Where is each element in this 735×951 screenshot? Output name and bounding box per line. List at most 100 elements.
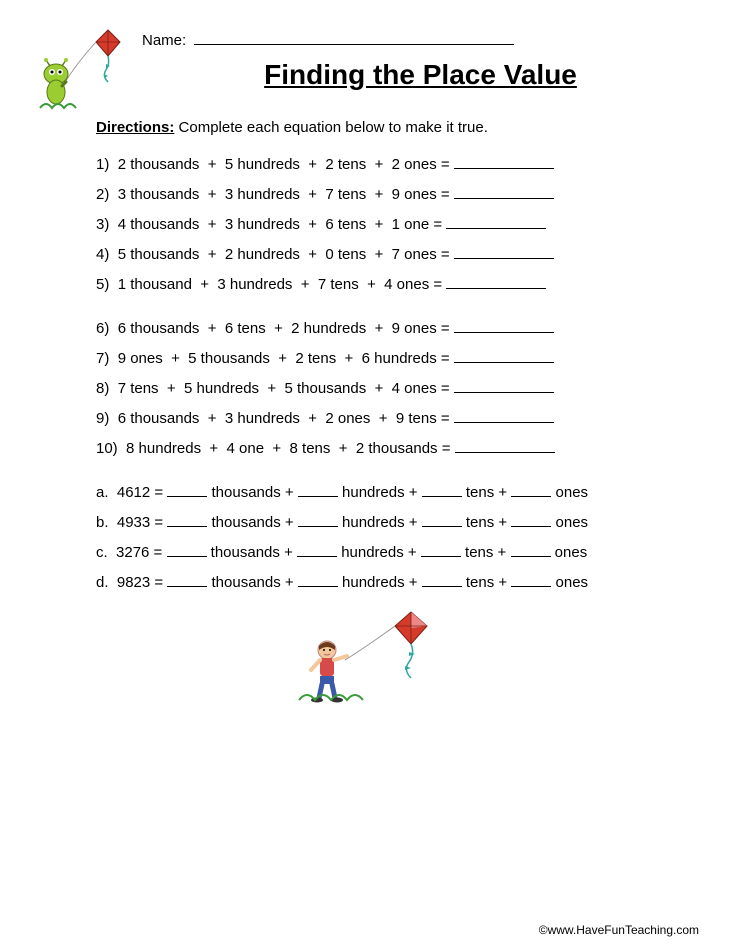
unit-label: thousands — [212, 484, 281, 501]
term: 9 ones — [392, 186, 437, 203]
name-input-line[interactable] — [194, 44, 514, 45]
digit-blank[interactable] — [511, 556, 551, 557]
section-3: a. 4612 = thousands + hundreds + tens + … — [96, 484, 699, 591]
answer-blank[interactable] — [454, 422, 554, 423]
answer-blank[interactable] — [446, 288, 546, 289]
term: 9 ones — [392, 320, 437, 337]
answer-blank[interactable] — [454, 258, 554, 259]
term: 2 thousands — [356, 440, 438, 457]
term: 7 tens — [325, 186, 366, 203]
term: 4 ones — [392, 380, 437, 397]
unit-label: thousands — [211, 544, 280, 561]
unit-label: tens — [466, 574, 494, 591]
term: 6 hundreds — [362, 350, 437, 367]
problem-row: 9) 6 thousands + 3 hundreds + 2 ones + 9… — [96, 410, 699, 427]
digit-blank[interactable] — [298, 586, 338, 587]
digit-blank[interactable] — [298, 496, 338, 497]
unit-label: hundreds — [342, 484, 405, 501]
problem-number: 10) — [96, 440, 118, 457]
unit-label: hundreds — [342, 574, 405, 591]
term: 8 tens — [290, 440, 331, 457]
problem-number: 9) — [96, 410, 109, 427]
term: 2 ones — [325, 410, 370, 427]
term: 2 tens — [295, 350, 336, 367]
problem-row: 2) 3 thousands + 3 hundreds + 7 tens + 9… — [96, 186, 699, 203]
term: 6 thousands — [118, 320, 200, 337]
problem-number: 2) — [96, 186, 109, 203]
digit-blank[interactable] — [298, 526, 338, 527]
digit-blank[interactable] — [511, 586, 551, 587]
digit-blank[interactable] — [421, 556, 461, 557]
answer-blank[interactable] — [454, 332, 554, 333]
problem-row: 4) 5 thousands + 2 hundreds + 0 tens + 7… — [96, 246, 699, 263]
term: 9 ones — [118, 350, 163, 367]
boy-kite-icon — [293, 604, 443, 704]
term: 4 thousands — [118, 216, 200, 233]
term: 5 hundreds — [225, 156, 300, 173]
problem-row: 10) 8 hundreds + 4 one + 8 tens + 2 thou… — [96, 440, 699, 457]
given-number: 9823 — [117, 574, 150, 591]
unit-label: tens — [466, 484, 494, 501]
problem-number: 4) — [96, 246, 109, 263]
digit-blank[interactable] — [511, 496, 551, 497]
unit-label: thousands — [212, 574, 281, 591]
digit-blank[interactable] — [422, 526, 462, 527]
term: 6 tens — [325, 216, 366, 233]
problem-number: a. — [96, 484, 109, 501]
term: 5 thousands — [118, 246, 200, 263]
unit-label: hundreds — [342, 514, 405, 531]
answer-blank[interactable] — [454, 392, 554, 393]
digit-blank[interactable] — [167, 556, 207, 557]
alien-kite-icon — [36, 24, 126, 119]
unit-label: tens — [466, 514, 494, 531]
problem-number: 7) — [96, 350, 109, 367]
answer-blank[interactable] — [454, 168, 554, 169]
page-title: Finding the Place Value — [142, 59, 699, 91]
term: 2 hundreds — [225, 246, 300, 263]
term: 2 thousands — [118, 156, 200, 173]
answer-blank[interactable] — [446, 228, 546, 229]
problem-number: 6) — [96, 320, 109, 337]
problem-number: 3) — [96, 216, 109, 233]
term: 2 ones — [392, 156, 437, 173]
unit-label: ones — [556, 484, 589, 501]
directions-text: Complete each equation below to make it … — [174, 119, 488, 136]
digit-blank[interactable] — [422, 496, 462, 497]
term: 3 hundreds — [225, 216, 300, 233]
problems-container: 1) 2 thousands + 5 hundreds + 2 tens + 2… — [96, 156, 699, 591]
term: 1 thousand — [118, 276, 192, 293]
term: 9 tens — [396, 410, 437, 427]
term: 8 hundreds — [126, 440, 201, 457]
digit-blank[interactable] — [167, 526, 207, 527]
problem-number: 5) — [96, 276, 109, 293]
problem-number: c. — [96, 544, 108, 561]
directions: Directions: Complete each equation below… — [96, 119, 699, 136]
decompose-row: d. 9823 = thousands + hundreds + tens + … — [96, 574, 699, 591]
term: 6 tens — [225, 320, 266, 337]
unit-label: tens — [465, 544, 493, 561]
unit-label: thousands — [212, 514, 281, 531]
digit-blank[interactable] — [511, 526, 551, 527]
term: 4 ones — [384, 276, 429, 293]
answer-blank[interactable] — [454, 362, 554, 363]
term: 4 one — [227, 440, 265, 457]
section-2: 6) 6 thousands + 6 tens + 2 hundreds + 9… — [96, 320, 699, 457]
problem-number: 1) — [96, 156, 109, 173]
header-row: Name: Finding the Place Value — [36, 24, 699, 119]
answer-blank[interactable] — [454, 198, 554, 199]
term: 3 hundreds — [217, 276, 292, 293]
digit-blank[interactable] — [167, 496, 207, 497]
problem-row: 8) 7 tens + 5 hundreds + 5 thousands + 4… — [96, 380, 699, 397]
name-field-row: Name: — [142, 32, 699, 49]
term: 1 one — [392, 216, 430, 233]
problem-number: d. — [96, 574, 109, 591]
digit-blank[interactable] — [167, 586, 207, 587]
digit-blank[interactable] — [297, 556, 337, 557]
digit-blank[interactable] — [422, 586, 462, 587]
unit-label: ones — [555, 544, 588, 561]
problem-row: 1) 2 thousands + 5 hundreds + 2 tens + 2… — [96, 156, 699, 173]
section-1: 1) 2 thousands + 5 hundreds + 2 tens + 2… — [96, 156, 699, 293]
term: 7 tens — [118, 380, 159, 397]
term: 5 thousands — [188, 350, 270, 367]
answer-blank[interactable] — [455, 452, 555, 453]
